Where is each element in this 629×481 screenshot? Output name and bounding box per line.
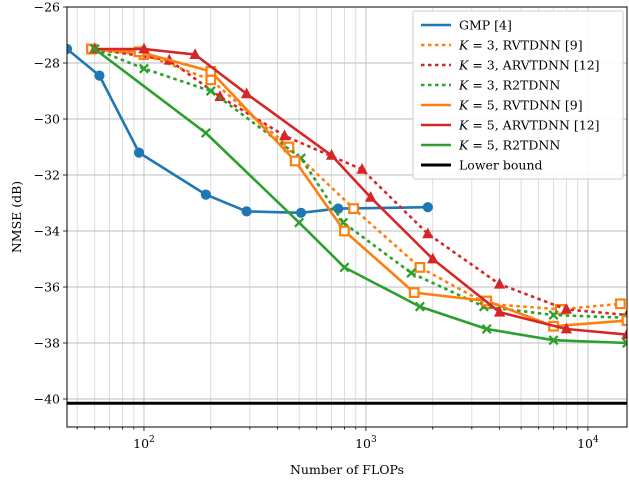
data-point bbox=[560, 303, 573, 314]
legend-label: Lower bound bbox=[459, 158, 543, 173]
y-tick-label: −36 bbox=[34, 280, 60, 295]
y-tick-label: −34 bbox=[34, 224, 60, 239]
data-point bbox=[414, 262, 426, 273]
legend-label: K = 3, R2TDNN bbox=[458, 78, 560, 93]
x-tick-label: 102 bbox=[133, 435, 155, 451]
x-tick-label: 103 bbox=[355, 435, 377, 451]
data-point bbox=[621, 337, 627, 349]
legend: GMP [4] K = 3, RVTDNN [9] K = 3, ARVTDNN [… bbox=[412, 10, 624, 180]
data-point bbox=[200, 189, 211, 200]
legend-box bbox=[412, 10, 624, 180]
data-point bbox=[214, 90, 226, 101]
legend-label: K = 3, RVTDNN [9] bbox=[458, 38, 583, 53]
data-point bbox=[621, 315, 627, 326]
data-point bbox=[356, 163, 368, 174]
data-point bbox=[289, 155, 301, 167]
data-point bbox=[422, 227, 434, 239]
series-k-5-r2tdnn bbox=[89, 43, 627, 349]
data-point bbox=[295, 207, 307, 218]
data-point bbox=[427, 252, 439, 264]
y-tick-label: −30 bbox=[34, 112, 60, 127]
data-point bbox=[241, 206, 252, 217]
data-point bbox=[283, 141, 295, 153]
data-point bbox=[339, 262, 350, 273]
data-point bbox=[94, 70, 105, 81]
data-point bbox=[621, 328, 627, 340]
y-axis-label: NMSE (dB) bbox=[9, 181, 24, 253]
series-line bbox=[94, 47, 627, 317]
series-line bbox=[93, 47, 627, 345]
data-point bbox=[348, 203, 360, 215]
plot-frame bbox=[66, 6, 628, 428]
x-tick-label: 104 bbox=[577, 435, 599, 451]
data-point bbox=[200, 127, 211, 139]
data-point bbox=[493, 277, 506, 289]
data-point bbox=[560, 322, 573, 334]
y-tick-label: −28 bbox=[34, 56, 60, 71]
data-point bbox=[138, 63, 149, 74]
data-point bbox=[548, 335, 559, 346]
data-point bbox=[278, 129, 291, 141]
legend-label: K = 5, R2TDNN bbox=[458, 138, 560, 153]
axis-ticks: −26 −28 −30 −32 −34 −36 −38 −40 102 103 104 bbox=[34, 0, 599, 451]
data-point bbox=[422, 202, 433, 213]
series-line bbox=[94, 47, 627, 336]
data-point bbox=[325, 149, 338, 160]
data-point bbox=[205, 85, 216, 97]
y-tick-label: −26 bbox=[34, 0, 60, 15]
series-gmp-4 bbox=[67, 43, 433, 218]
y-tick-label: −40 bbox=[34, 392, 60, 407]
data-point bbox=[89, 43, 100, 55]
data-point bbox=[339, 225, 350, 237]
data-point bbox=[414, 301, 425, 312]
data-point bbox=[548, 309, 559, 321]
series-line bbox=[67, 47, 428, 215]
legend-label: K = 5, RVTDNN [9] bbox=[458, 98, 583, 113]
legend-label: K = 3, ARVTDNN [12] bbox=[458, 58, 600, 73]
data-point bbox=[294, 217, 305, 228]
data-point bbox=[240, 87, 253, 99]
data-point bbox=[408, 287, 420, 298]
y-tick-label: −38 bbox=[34, 336, 60, 351]
data-point bbox=[406, 267, 417, 279]
legend-label: K = 5, ARVTDNN [12] bbox=[458, 118, 600, 133]
legend-label: GMP [4] bbox=[459, 18, 512, 33]
data-point bbox=[138, 42, 150, 54]
data-point bbox=[133, 147, 145, 158]
data-point bbox=[364, 191, 377, 202]
data-point bbox=[189, 48, 201, 59]
data-point bbox=[481, 323, 492, 335]
plot-series bbox=[67, 42, 627, 405]
data-point bbox=[614, 298, 626, 310]
data-point bbox=[493, 305, 506, 317]
x-axis-label: Number of FLOPs bbox=[290, 462, 404, 477]
y-tick-label: −32 bbox=[34, 168, 60, 183]
